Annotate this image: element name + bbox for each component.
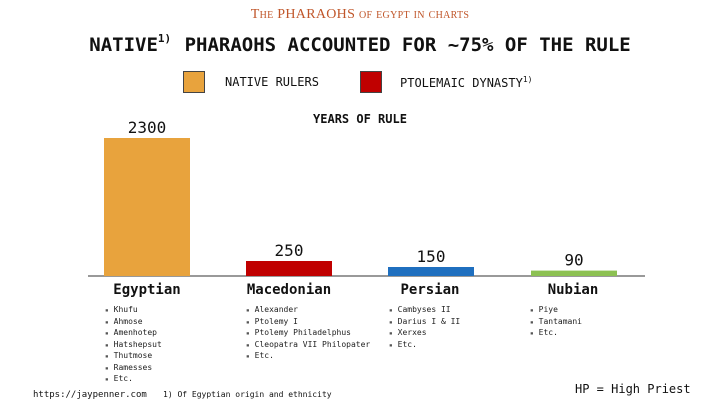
list-item: Thutmose (105, 351, 162, 363)
list-item: Tantamani (530, 317, 582, 329)
chart-title: YEARS OF RULE (313, 112, 407, 126)
list-item: Piye (530, 305, 582, 317)
headline-rest: PHARAOHS ACCOUNTED FOR ~75% OF THE RULE (173, 34, 631, 56)
list-item: Ahmose (105, 317, 162, 329)
list-item: Xerxes (389, 328, 460, 340)
hp-note: HP = High Priest (575, 382, 691, 396)
slide-headline: NATIVE1) PHARAOHS ACCOUNTED FOR ~75% OF … (0, 32, 720, 56)
list-item: Etc. (389, 340, 460, 352)
list-item: Ptolemy Philadelphus (246, 328, 370, 340)
list-item: Hatshepsut (105, 340, 162, 352)
list-item: Amenhotep (105, 328, 162, 340)
headline-native-word: NATIVE (89, 34, 158, 56)
category-label-egyptian: Egyptian (113, 282, 181, 298)
list-item: Etc. (246, 351, 370, 363)
list-item: Etc. (530, 328, 582, 340)
footer-url: https://jaypenner.com (33, 390, 147, 400)
headline-footnote-marker: 1) (157, 32, 172, 45)
data-label-nubian: 90 (564, 251, 583, 270)
rulers-list-macedonian: Alexander Ptolemy I Ptolemy Philadelphus… (246, 305, 371, 363)
category-label-nubian: Nubian (547, 282, 599, 298)
deck-title: The PHARAOHS of egypt in charts (250, 7, 470, 22)
data-label-egyptian: 2300 (128, 118, 167, 137)
bar-nubian (531, 270, 617, 276)
legend-swatch-ptolemaic (360, 71, 382, 93)
category-label-persian: Persian (400, 282, 460, 298)
footer-footnote: 1) Of Egyptian origin and ethnicity (163, 390, 332, 399)
legend-swatch-native (183, 71, 205, 93)
rulers-list-persian: Cambyses II Darius I & II Xerxes Etc. (389, 305, 461, 352)
bar-persian (388, 267, 474, 276)
list-item: Darius I & II (389, 317, 461, 329)
legend-footnote-marker: 1) (522, 75, 533, 84)
category-label-macedonian: Macedonian (246, 282, 332, 298)
list-item: Alexander (246, 305, 370, 317)
legend-label-ptolemaic: PTOLEMAIC DYNASTY1) (400, 75, 533, 90)
rulers-list-egyptian: Khufu Ahmose Amenhotep Hatshepsut Thutmo… (105, 305, 162, 386)
data-label-persian: 150 (417, 247, 446, 266)
bar-macedonian (246, 261, 332, 276)
list-item: Ptolemy I (246, 317, 370, 329)
bar-egyptian (104, 138, 190, 276)
list-item: Cambyses II (389, 305, 460, 317)
data-label-macedonian: 250 (275, 241, 304, 260)
legend-label-native: NATIVE RULERS (225, 75, 319, 89)
rulers-list-nubian: Piye Tantamani Etc. (530, 305, 582, 340)
list-item: Khufu (105, 305, 162, 317)
list-item: Cleopatra VII Philopater (246, 340, 371, 352)
list-item: Etc. (105, 374, 162, 386)
list-item: Ramesses (105, 363, 162, 375)
